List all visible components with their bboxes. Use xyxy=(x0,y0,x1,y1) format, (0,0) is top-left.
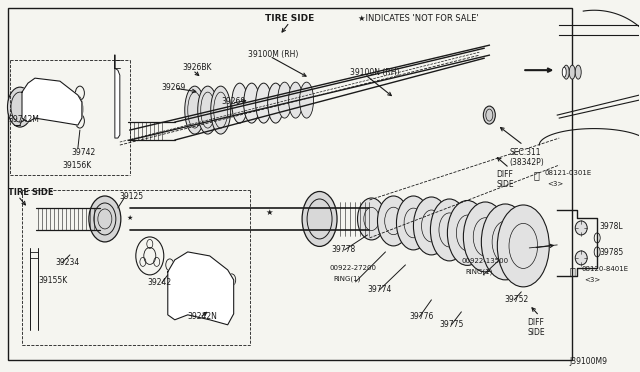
Ellipse shape xyxy=(50,91,62,119)
Text: 39100N (RH): 39100N (RH) xyxy=(349,68,399,77)
Polygon shape xyxy=(168,252,234,325)
Ellipse shape xyxy=(36,88,48,116)
Text: <3>: <3> xyxy=(547,181,563,187)
Ellipse shape xyxy=(396,196,431,250)
Text: 39776: 39776 xyxy=(410,312,434,321)
Text: SIDE: SIDE xyxy=(497,180,514,189)
Text: 39742: 39742 xyxy=(72,148,96,157)
Ellipse shape xyxy=(575,251,588,265)
Ellipse shape xyxy=(481,204,529,280)
Ellipse shape xyxy=(211,86,230,134)
Ellipse shape xyxy=(289,82,303,118)
Text: 3978L: 3978L xyxy=(599,222,623,231)
Text: (38342P): (38342P) xyxy=(509,158,544,167)
Ellipse shape xyxy=(43,89,55,117)
Text: <3>: <3> xyxy=(584,277,600,283)
Text: 00922-27200: 00922-27200 xyxy=(330,265,376,271)
Ellipse shape xyxy=(278,82,292,118)
Ellipse shape xyxy=(302,192,337,246)
Ellipse shape xyxy=(198,86,218,134)
Text: 08120-8401E: 08120-8401E xyxy=(581,266,628,272)
Text: 39234: 39234 xyxy=(55,258,79,267)
Ellipse shape xyxy=(180,271,195,315)
Ellipse shape xyxy=(562,67,566,77)
Ellipse shape xyxy=(64,94,76,122)
Text: Ⓑ: Ⓑ xyxy=(533,170,539,180)
Ellipse shape xyxy=(89,196,121,242)
Ellipse shape xyxy=(497,205,549,287)
Ellipse shape xyxy=(8,87,33,127)
Text: 39269: 39269 xyxy=(221,97,246,106)
Ellipse shape xyxy=(244,83,260,123)
Text: 39242: 39242 xyxy=(148,278,172,287)
Text: 39742M: 39742M xyxy=(8,115,39,124)
Text: 39269: 39269 xyxy=(162,83,186,92)
Text: 08121-0301E: 08121-0301E xyxy=(544,170,591,176)
Text: ★: ★ xyxy=(266,208,273,217)
Polygon shape xyxy=(22,78,82,125)
Text: 39242N: 39242N xyxy=(188,312,218,321)
Ellipse shape xyxy=(378,196,410,246)
Ellipse shape xyxy=(575,221,588,235)
Text: 39775: 39775 xyxy=(440,320,464,329)
Ellipse shape xyxy=(193,271,207,315)
Ellipse shape xyxy=(300,82,314,118)
Ellipse shape xyxy=(214,271,228,315)
Ellipse shape xyxy=(463,202,508,272)
Text: DIFF: DIFF xyxy=(497,170,513,179)
Text: ★: ★ xyxy=(127,215,133,221)
Text: DIFF: DIFF xyxy=(527,318,544,327)
Ellipse shape xyxy=(71,95,83,123)
Text: 39785: 39785 xyxy=(599,248,623,257)
Text: ★INDICATES 'NOT FOR SALE': ★INDICATES 'NOT FOR SALE' xyxy=(358,14,478,23)
Ellipse shape xyxy=(29,86,41,114)
Text: RING(1): RING(1) xyxy=(333,276,361,282)
Bar xyxy=(8,8,572,360)
Ellipse shape xyxy=(185,86,205,134)
Ellipse shape xyxy=(358,198,385,240)
Text: Ⓑ: Ⓑ xyxy=(569,266,575,276)
Text: 39774: 39774 xyxy=(367,285,392,294)
Ellipse shape xyxy=(232,83,248,123)
Text: 39752: 39752 xyxy=(504,295,529,304)
Text: TIRE SIDE: TIRE SIDE xyxy=(265,14,314,23)
Text: 3926BK: 3926BK xyxy=(183,63,212,72)
Ellipse shape xyxy=(569,65,575,79)
Text: TIRE SIDE: TIRE SIDE xyxy=(8,188,54,197)
Text: 39100M (RH): 39100M (RH) xyxy=(248,50,298,59)
Ellipse shape xyxy=(255,83,271,123)
Text: J39100M9: J39100M9 xyxy=(569,357,607,366)
Text: RING(1): RING(1) xyxy=(465,269,493,275)
Ellipse shape xyxy=(563,65,569,79)
Ellipse shape xyxy=(57,92,69,120)
Text: SEC.311: SEC.311 xyxy=(509,148,541,157)
Ellipse shape xyxy=(205,271,219,315)
Ellipse shape xyxy=(447,201,487,265)
Ellipse shape xyxy=(169,271,183,315)
Text: 00922-13500: 00922-13500 xyxy=(461,258,509,264)
Ellipse shape xyxy=(268,83,284,123)
Text: 39155K: 39155K xyxy=(38,276,67,285)
Ellipse shape xyxy=(413,197,449,255)
Ellipse shape xyxy=(431,199,468,261)
Text: 39778: 39778 xyxy=(332,245,356,254)
Text: SIDE: SIDE xyxy=(527,328,545,337)
Ellipse shape xyxy=(575,65,581,79)
Text: 39125: 39125 xyxy=(120,192,144,201)
Ellipse shape xyxy=(483,106,495,124)
Text: 39156K: 39156K xyxy=(62,161,91,170)
Polygon shape xyxy=(115,55,120,138)
